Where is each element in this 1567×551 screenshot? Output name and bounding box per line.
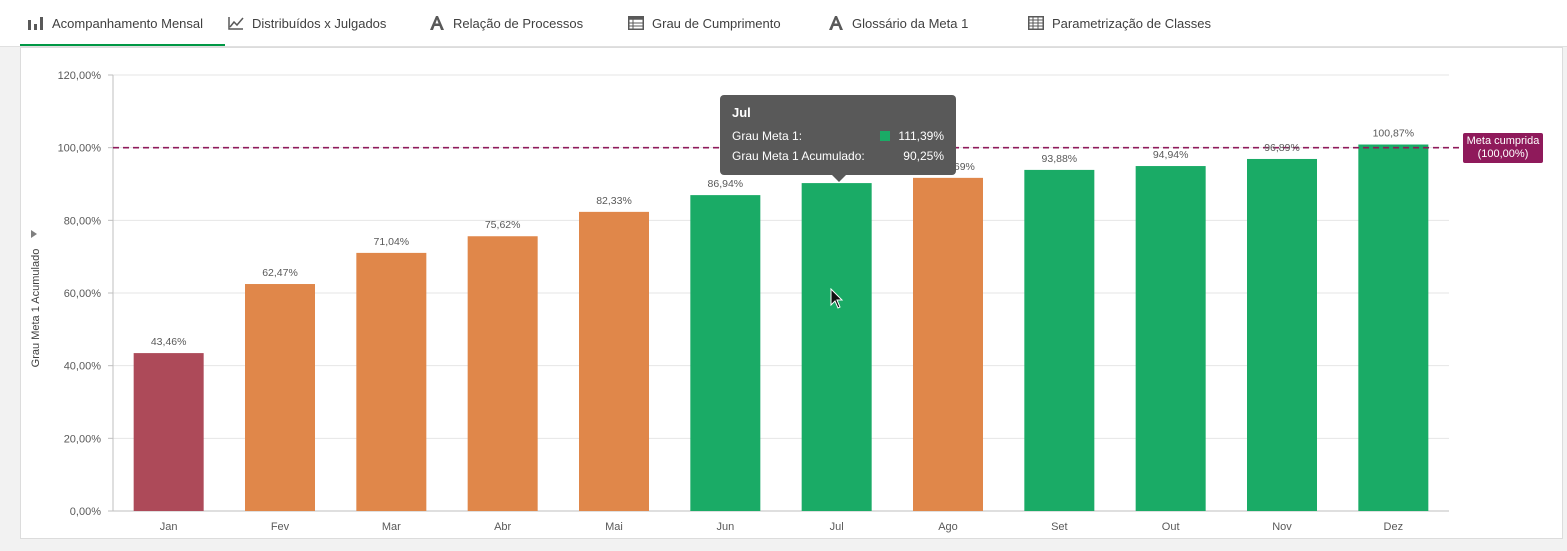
x-tick-label: Jan [160,521,178,533]
y-tick-label: 0,00% [70,506,101,518]
data-label: 100,87% [1373,128,1414,140]
data-label: 82,33% [596,195,632,207]
table-icon [628,16,644,30]
y-tick-label: 80,00% [64,215,102,227]
tooltip-value: 90,25% [903,149,944,163]
data-label: 71,04% [374,236,410,248]
data-label: 75,62% [485,219,521,231]
expand-arrow-icon [31,230,37,238]
mouse-cursor-icon [830,288,844,309]
bar [245,284,315,511]
data-label: 43,46% [151,336,187,348]
chart-tooltip: Jul Grau Meta 1: 111,39% Grau Meta 1 Acu… [720,95,956,182]
x-tick-label: Dez [1384,521,1404,533]
text-a-icon [829,16,843,30]
meta-cumprida-badge: Meta cumprida (100,00%) [1463,133,1543,163]
bar [133,353,204,511]
tab-acompanhamento-mensal[interactable]: Acompanhamento Mensal [19,0,226,46]
tab-label: Relação de Processos [453,15,584,31]
tab-glossario-da-meta-1[interactable]: Glossário da Meta 1 [828,0,968,46]
data-label: 86,94% [708,178,744,190]
reference-label-line1: Meta cumprida [1466,135,1540,147]
reference-label-line2: (100,00%) [1477,148,1529,160]
x-tick-label: Mar [382,521,401,533]
y-tick-label: 60,00% [64,288,102,300]
tab-distribuidos-x-julgados[interactable]: Distribuídos x Julgados [228,0,386,46]
y-tick-label: 40,00% [64,361,102,373]
tab-label: Glossário da Meta 1 [852,15,969,31]
bar [690,195,761,512]
bar [913,177,983,511]
bar [1135,166,1206,511]
x-tick-label: Out [1162,521,1180,533]
bar [1247,158,1317,511]
x-tick-label: Mai [605,521,623,533]
y-tick-label: 100,00% [58,143,102,155]
tab-label: Acompanhamento Mensal [52,15,204,31]
x-tick-label: Abr [494,521,511,533]
bar [801,183,872,511]
pivot-table-icon [1028,16,1044,30]
tooltip-label: Grau Meta 1 Acumulado: [732,149,865,163]
labels: 0,00% 20,00% 40,00% 60,00% 80,00% 100,00% 120,… [30,70,1414,533]
y-axis-title: Grau Meta 1 Acumulado [30,249,42,368]
tooltip-title: Jul [732,105,751,120]
tooltip-row: Grau Meta 1: 111,39% [732,126,944,146]
text-a-icon [430,16,444,30]
bar [356,252,427,511]
tooltip-row: Grau Meta 1 Acumulado: 90,25% [732,146,944,166]
tab-label: Grau de Cumprimento [652,15,781,31]
line-chart-icon [228,17,244,30]
y-tick-label: 120,00% [58,70,102,82]
data-label: 62,47% [262,267,298,279]
bar [467,236,538,512]
x-tick-label: Jun [716,521,734,533]
tab-grau-de-cumprimento[interactable]: Grau de Cumprimento [628,0,781,46]
tooltip-value: 111,39% [898,129,944,143]
x-tick-label: Jul [830,521,844,533]
data-label: 94,94% [1153,149,1189,161]
x-tick-label: Set [1051,521,1068,533]
tab-parametrizacao-de-classes[interactable]: Parametrização de Classes [1028,0,1211,46]
tab-relacao-de-processos[interactable]: Relação de Processos [429,0,583,46]
bar [1024,169,1095,512]
tab-label: Distribuídos x Julgados [252,15,387,31]
x-tick-label: Ago [938,521,958,533]
data-label: 96,89% [1264,142,1300,154]
sheet-tab-bar: Acompanhamento Mensal Distribuídos x Jul… [0,0,1567,47]
x-tick-label: Fev [271,521,290,533]
tab-label: Parametrização de Classes [1052,15,1211,31]
bar-chart-icon [28,17,43,30]
tooltip-label: Grau Meta 1: [732,129,803,143]
bar [579,211,649,511]
bar [1358,144,1429,511]
tooltip-swatch [880,131,891,141]
bars [133,144,1429,512]
data-label: 93,88% [1042,153,1078,165]
y-tick-label: 20,00% [64,433,102,445]
x-tick-label: Nov [1272,521,1292,533]
